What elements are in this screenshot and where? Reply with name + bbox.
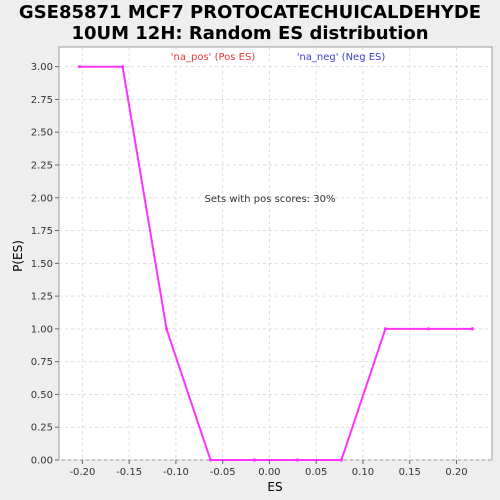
series-line [79, 65, 473, 461]
data-point [208, 458, 213, 462]
data-point [164, 327, 169, 331]
data-point [470, 327, 474, 331]
x-tick-label: 0.10 [352, 467, 374, 478]
annotation-pos-scores: Sets with pos scores: 30% [205, 194, 336, 205]
y-tick-label: 0.25 [31, 423, 53, 434]
data-point [426, 327, 431, 331]
plot-area [58, 46, 493, 461]
x-tick-label: -0.15 [116, 467, 142, 478]
x-tick-label: -0.10 [163, 467, 189, 478]
data-point [252, 458, 257, 462]
x-tick-label: 0.05 [305, 467, 327, 478]
y-tick-label: 0.00 [31, 456, 53, 467]
axes: 0.00 0.25 0.50 0.75 1.00 1.25 1.50 1.75 2.00 2.25… [31, 62, 468, 478]
x-tick-label: 0.00 [258, 467, 280, 478]
legend-entry-neg: 'na_neg' (Neg ES) [297, 52, 386, 63]
y-tick-label: 0.75 [31, 357, 53, 368]
y-tick-label: 2.75 [31, 95, 53, 106]
chart-title-line-1: GSE85871 MCF7 PROTOCATECHUICALDEHYDE [19, 2, 481, 23]
y-tick-label: 0.50 [31, 390, 53, 401]
chart-title-line-2: 10UM 12H: Random ES distribution [71, 23, 428, 44]
y-tick-label: 1.75 [31, 226, 53, 237]
y-tick-label: 3.00 [31, 62, 53, 73]
series-layer [77, 65, 474, 462]
y-tick-label: 1.00 [31, 324, 53, 335]
grid [59, 47, 492, 461]
data-point [339, 458, 344, 462]
y-tick-label: 2.00 [31, 193, 53, 204]
x-tick-label: 0.15 [399, 467, 421, 478]
y-tick-label: 1.25 [31, 292, 53, 303]
y-tick-label: 2.50 [31, 128, 53, 139]
data-point [295, 458, 300, 462]
data-point [120, 65, 125, 69]
x-tick-label: -0.20 [69, 467, 95, 478]
data-point [383, 327, 387, 331]
x-tick-label: 0.20 [445, 467, 467, 478]
y-tick-label: 2.25 [31, 161, 53, 172]
y-tick-label: 1.50 [31, 259, 53, 270]
data-point [77, 65, 82, 69]
y-axis-label: P(ES) [11, 240, 25, 272]
x-tick-label: -0.05 [210, 467, 236, 478]
legend-entry-pos: 'na_pos' (Pos ES) [171, 52, 256, 63]
x-axis-label: ES [267, 480, 282, 494]
